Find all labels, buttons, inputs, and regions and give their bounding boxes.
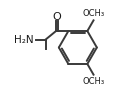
Text: OCH₃: OCH₃ [83, 9, 105, 18]
Text: OCH₃: OCH₃ [83, 77, 105, 86]
Text: O: O [53, 12, 61, 22]
Text: H₂N: H₂N [14, 35, 34, 45]
